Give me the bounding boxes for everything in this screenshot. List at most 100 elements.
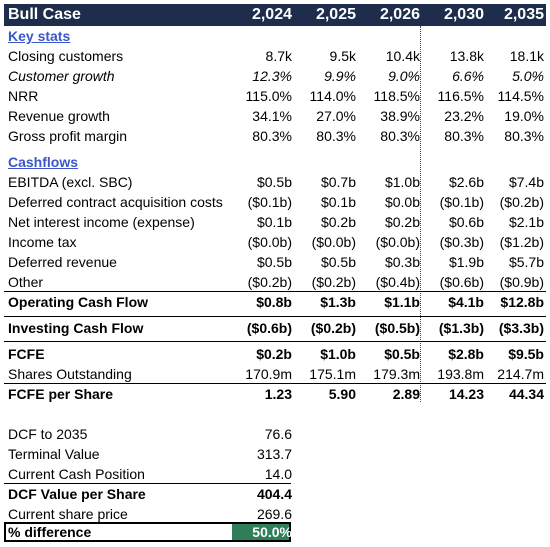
- cell-value[interactable]: 114.0%: [309, 88, 356, 104]
- valuation-row: DCF Value per Share 404.4: [4, 484, 546, 504]
- divider: [4, 316, 546, 317]
- cell-value[interactable]: ($0.5b): [374, 320, 420, 336]
- cell-value[interactable]: ($0.2b): [310, 320, 356, 336]
- cell-value[interactable]: 170.9m: [245, 366, 292, 382]
- row-label: Income tax: [8, 234, 77, 250]
- cell-value[interactable]: 80.3%: [316, 128, 356, 144]
- cell-value[interactable]: $5.7b: [508, 254, 544, 270]
- cell-value[interactable]: 114.5%: [497, 88, 544, 104]
- cell-value[interactable]: 14.0: [264, 466, 292, 482]
- cell-value[interactable]: $0.2b: [256, 346, 292, 362]
- cell-value[interactable]: ($0.6b): [246, 320, 292, 336]
- cell-value[interactable]: ($3.3b): [498, 320, 544, 336]
- cell-value[interactable]: $12.8b: [500, 294, 544, 310]
- cell-value[interactable]: ($0.1b): [247, 194, 292, 210]
- highlight-cell-bg: [232, 522, 291, 542]
- cell-value[interactable]: $7.4b: [508, 174, 544, 190]
- cell-value[interactable]: 8.7k: [265, 48, 292, 64]
- cell-value[interactable]: 44.34: [508, 386, 544, 402]
- cell-value[interactable]: 19.0%: [504, 108, 544, 124]
- cell-value[interactable]: $0.5b: [256, 174, 292, 190]
- cell-value[interactable]: 27.0%: [316, 108, 356, 124]
- cell-value[interactable]: ($0.0b): [375, 234, 420, 250]
- cell-value[interactable]: $1.9b: [448, 254, 484, 270]
- cell-value[interactable]: 9.5k: [329, 48, 356, 64]
- row-label: NRR: [8, 88, 39, 104]
- cell-value[interactable]: $0.6b: [448, 214, 484, 230]
- section-row: Cashflows: [4, 152, 546, 172]
- cell-value[interactable]: $1.1b: [384, 294, 420, 310]
- row-label: DCF to 2035: [8, 426, 88, 442]
- cell-value[interactable]: $0.5b: [384, 346, 420, 362]
- cell-value[interactable]: 6.6%: [452, 68, 484, 84]
- cell-value[interactable]: ($1.2b): [499, 234, 544, 250]
- cell-value[interactable]: 10.4k: [385, 48, 420, 64]
- row-label: EBITDA (excl. SBC): [8, 174, 133, 190]
- cell-value[interactable]: $2.1b: [508, 214, 544, 230]
- cell-value[interactable]: $0.1b: [320, 194, 356, 210]
- cell-value[interactable]: $1.0b: [320, 346, 356, 362]
- year-header: 2,035: [503, 6, 544, 23]
- cell-value[interactable]: $0.5b: [256, 254, 292, 270]
- cell-value[interactable]: ($0.6b): [439, 274, 484, 290]
- cell-value[interactable]: $2.6b: [448, 174, 484, 190]
- cell-value[interactable]: 9.9%: [324, 68, 356, 84]
- table-row: Net interest income (expense) $0.1b $0.2…: [4, 212, 546, 232]
- cell-value[interactable]: $0.1b: [256, 214, 292, 230]
- cell-value[interactable]: 13.8k: [449, 48, 484, 64]
- cell-value[interactable]: ($0.2b): [247, 274, 292, 290]
- row-label: Shares Outstanding: [8, 366, 132, 382]
- cell-value[interactable]: ($1.3b): [438, 320, 484, 336]
- cell-value[interactable]: 9.0%: [388, 68, 420, 84]
- cell-value[interactable]: ($0.0b): [311, 234, 356, 250]
- cell-value[interactable]: $0.2b: [384, 214, 420, 230]
- cell-value[interactable]: 1.23: [264, 386, 292, 402]
- cell-value[interactable]: 80.3%: [444, 128, 484, 144]
- cell-value[interactable]: 175.1m: [309, 366, 356, 382]
- cell-value[interactable]: $0.2b: [320, 214, 356, 230]
- cell-value[interactable]: 2.89: [392, 386, 420, 402]
- cell-value[interactable]: $0.3b: [384, 254, 420, 270]
- cell-value[interactable]: $9.5b: [508, 346, 544, 362]
- cell-value[interactable]: 179.3m: [373, 366, 420, 382]
- cell-value[interactable]: 404.4: [256, 486, 292, 502]
- cell-value[interactable]: 313.7: [256, 446, 292, 462]
- cell-value[interactable]: $2.8b: [448, 346, 484, 362]
- row-label: Net interest income (expense): [8, 214, 195, 230]
- cell-value[interactable]: 193.8m: [437, 366, 484, 382]
- cell-value[interactable]: 18.1k: [509, 48, 544, 64]
- cell-value[interactable]: $1.0b: [384, 174, 420, 190]
- cell-value[interactable]: $0.8b: [256, 294, 292, 310]
- cell-value[interactable]: $0.5b: [320, 254, 356, 270]
- cell-value[interactable]: 80.3%: [380, 128, 420, 144]
- cell-value[interactable]: ($0.9b): [499, 274, 544, 290]
- cell-value[interactable]: 5.0%: [512, 68, 544, 84]
- cell-value[interactable]: 23.2%: [444, 108, 484, 124]
- cell-value[interactable]: ($0.2b): [311, 274, 356, 290]
- cell-value[interactable]: 76.6: [264, 426, 292, 442]
- cell-value[interactable]: 118.5%: [373, 88, 420, 104]
- cell-value[interactable]: ($0.2b): [499, 194, 544, 210]
- cell-value[interactable]: 12.3%: [252, 68, 292, 84]
- section-key-stats[interactable]: Key stats: [8, 28, 71, 44]
- cell-value[interactable]: $4.1b: [448, 294, 484, 310]
- cell-value[interactable]: 80.3%: [504, 128, 544, 144]
- section-cashflows[interactable]: Cashflows: [8, 154, 79, 170]
- cell-value[interactable]: ($0.1b): [439, 194, 484, 210]
- cell-value[interactable]: 14.23: [448, 386, 484, 402]
- cell-value[interactable]: $0.7b: [320, 174, 356, 190]
- cell-value[interactable]: 34.1%: [252, 108, 292, 124]
- cell-value[interactable]: 115.0%: [245, 88, 292, 104]
- difference-value[interactable]: 50.0%: [252, 524, 292, 540]
- cell-value[interactable]: 5.90: [328, 386, 356, 402]
- cell-value[interactable]: 80.3%: [252, 128, 292, 144]
- cell-value[interactable]: 269.6: [256, 506, 292, 522]
- cell-value[interactable]: 116.5%: [437, 88, 484, 104]
- cell-value[interactable]: ($0.3b): [439, 234, 484, 250]
- cell-value[interactable]: ($0.4b): [375, 274, 420, 290]
- cell-value[interactable]: ($0.0b): [247, 234, 292, 250]
- cell-value[interactable]: $0.0b: [384, 194, 420, 210]
- cell-value[interactable]: 38.9%: [380, 108, 420, 124]
- cell-value[interactable]: 214.7m: [497, 366, 544, 382]
- cell-value[interactable]: $1.3b: [320, 294, 356, 310]
